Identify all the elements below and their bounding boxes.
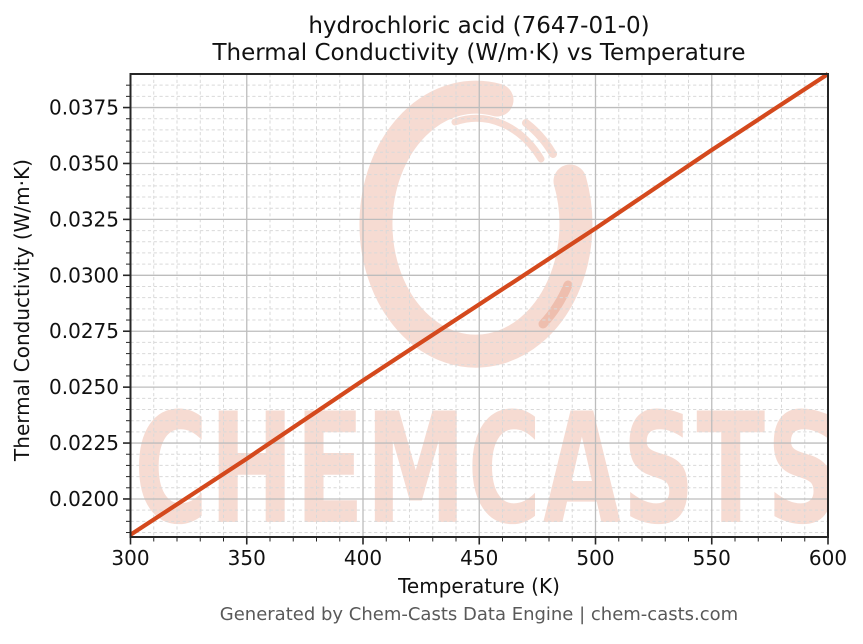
chart-title-line2: Thermal Conductivity (W/m·K) vs Temperat…	[212, 40, 746, 66]
x-tick-label: 400	[344, 546, 382, 570]
chart-title: hydrochloric acid (7647-01-0) Thermal Co…	[130, 13, 828, 67]
plot-area: CHEMCASTS	[130, 74, 828, 537]
watermark-text: CHEMCASTS	[134, 381, 828, 538]
x-tick-label: 300	[111, 546, 149, 570]
y-axis-label: Thermal Conductivity (W/m·K)	[10, 159, 34, 461]
y-tick-label: 0.0300	[49, 263, 119, 287]
x-tick-label: 450	[460, 546, 498, 570]
y-tick-label: 0.0250	[49, 375, 119, 399]
x-tick-label: 600	[809, 546, 847, 570]
y-tick-label: 0.0375	[49, 96, 119, 120]
attribution-footer: Generated by Chem-Casts Data Engine | ch…	[219, 604, 739, 625]
y-tick-label: 0.0225	[49, 431, 119, 455]
x-tick-label: 550	[693, 546, 731, 570]
y-tick-label: 0.0200	[49, 487, 119, 511]
x-axis-label: Temperature (K)	[398, 574, 560, 598]
y-tick-label: 0.0350	[49, 151, 119, 175]
x-tick-label: 350	[228, 546, 266, 570]
y-tick-label: 0.0325	[49, 207, 119, 231]
x-tick-label: 500	[576, 546, 614, 570]
chart-title-line1: hydrochloric acid (7647-01-0)	[308, 13, 650, 39]
y-tick-label: 0.0275	[49, 319, 119, 343]
